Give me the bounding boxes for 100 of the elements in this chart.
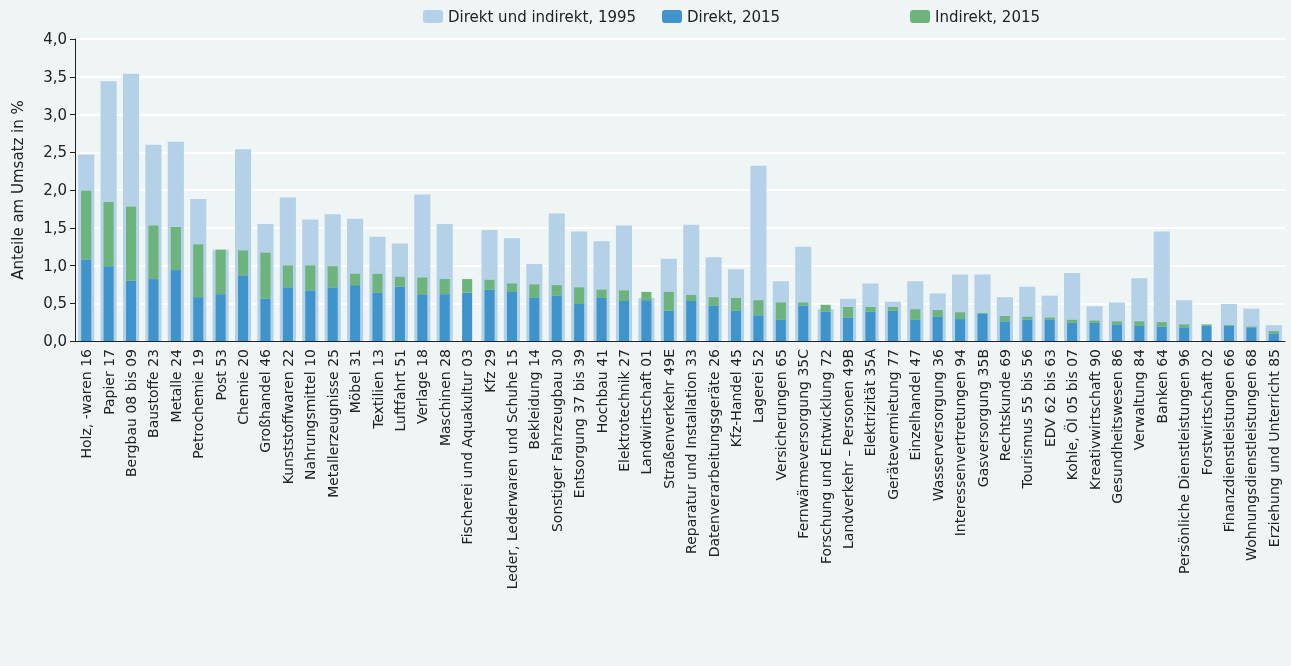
x-tick-label: Landwirtschaft 01 (638, 349, 655, 475)
bar (260, 298, 271, 341)
bar (327, 266, 338, 288)
bar (1089, 320, 1100, 323)
x-tick-label: Verwaltung 84 (1131, 348, 1148, 451)
bar (843, 307, 854, 318)
bar (260, 252, 271, 299)
x-tick-label: Elektrizität 35A (862, 348, 879, 457)
bar (1268, 333, 1279, 341)
bar (596, 289, 607, 298)
bar (663, 291, 674, 311)
x-tick-label: Interessenvertretungen 94 (952, 348, 969, 537)
bar (372, 292, 383, 341)
bar (350, 285, 361, 341)
bar (798, 305, 809, 341)
x-tick-label: Chemie 20 (235, 349, 252, 425)
y-tick-label: 3,5 (43, 67, 67, 86)
bar (462, 279, 473, 293)
bar (708, 305, 719, 341)
x-tick-label: Elektrotechnik 27 (615, 349, 632, 472)
x-tick-label: Kfz 29 (481, 349, 498, 393)
x-tick-label: Petrochemie 19 (190, 349, 207, 459)
bar (506, 283, 517, 292)
x-tick-label: Lagerei 52 (750, 349, 767, 424)
x-tick-label: Hochbau 41 (593, 349, 610, 434)
x-tick-label: Straßenverkehr 49E (660, 349, 677, 489)
x-tick-label: Finanzdienstleistungen 66 (1220, 348, 1237, 533)
legend-label: Direkt und indirekt, 1995 (448, 7, 637, 26)
bar (932, 316, 943, 341)
x-tick-label: Leder, Lederwaren und Schuhe 15 (503, 349, 520, 590)
bar (1223, 325, 1235, 341)
bar (1044, 319, 1055, 341)
bar (596, 297, 607, 341)
x-tick-label: Sonstiger Fahrzeugbau 30 (548, 349, 565, 533)
x-tick-label: Kohle, Öl 05 bis 07 (1063, 349, 1081, 481)
bar (1089, 322, 1100, 341)
bar (999, 321, 1010, 341)
x-tick-label: Großhandel 46 (257, 348, 274, 453)
y-tick-label: 0,5 (43, 294, 67, 313)
bar (439, 279, 450, 295)
x-tick-label: Metallerzeugnisse 25 (324, 349, 341, 498)
bar (103, 202, 114, 267)
x-tick-label: Kfz-Handel 45 (728, 349, 745, 448)
y-tick-label: 4,0 (43, 30, 67, 48)
bar (910, 309, 921, 320)
bar (1179, 324, 1190, 328)
x-tick-label: Reparatur und Installation 33 (683, 349, 700, 554)
x-tick-label: Fischerei und Aquakultur 03 (459, 349, 476, 545)
bar (865, 311, 876, 341)
x-tick-label: Nahrungsmittel 10 (302, 349, 319, 480)
y-axis-title: Anteile am Umsatz in % (8, 100, 27, 280)
bar (170, 226, 181, 271)
bar (574, 287, 585, 305)
bar (753, 315, 764, 341)
bar (394, 286, 405, 341)
bar (529, 297, 540, 341)
bar (753, 300, 764, 316)
bar (1067, 322, 1078, 341)
x-tick-label: Gasversorgung 35B (974, 349, 991, 488)
bar (686, 300, 697, 341)
y-tick-label: 0,0 (43, 332, 67, 350)
bar (372, 273, 383, 293)
x-tick-label: Post 53 (212, 349, 229, 401)
x-tick-label: Textilien 13 (369, 349, 386, 430)
y-tick-label: 1,5 (43, 218, 67, 237)
bar (350, 273, 361, 286)
bar (305, 265, 316, 291)
bar (955, 312, 966, 320)
bar (932, 310, 943, 317)
bar (551, 285, 562, 296)
x-tick-label: Entsorgung 37 bis 39 (571, 349, 588, 499)
x-tick-label: Möbel 31 (347, 349, 364, 414)
bar (1111, 321, 1122, 325)
x-tick-label: Banken 64 (1153, 348, 1170, 424)
bar (417, 294, 428, 341)
legend-label: Indirekt, 2015 (935, 7, 1041, 26)
x-tick-label: Holz, -waren 16 (78, 348, 95, 459)
bar (103, 266, 114, 341)
bar (887, 307, 898, 311)
x-tick-label: Kreativwirtschaft 90 (1086, 349, 1103, 490)
x-tick-label: Rechtskunde 69 (996, 349, 1013, 462)
bar (686, 294, 697, 301)
y-tick-label: 2,0 (43, 181, 67, 199)
x-tick-label: Metalle 24 (167, 348, 184, 423)
bar (1134, 325, 1145, 341)
bar (1022, 319, 1033, 341)
bar (170, 270, 181, 341)
x-tick-label: Versicherungen 65 (772, 349, 789, 481)
x-tick-label: Maschinen 28 (436, 349, 453, 447)
bar (1156, 326, 1167, 341)
bar (394, 276, 405, 287)
bar (551, 295, 562, 341)
bar (282, 265, 293, 288)
bar (238, 275, 249, 341)
x-tick-label: Gerätevermietung 77 (884, 349, 901, 500)
bar (193, 297, 204, 341)
x-tick-label: Forschung und Entwicklung 72 (817, 349, 834, 565)
bar (910, 319, 921, 341)
bar (1111, 324, 1122, 341)
bar (1156, 322, 1167, 327)
